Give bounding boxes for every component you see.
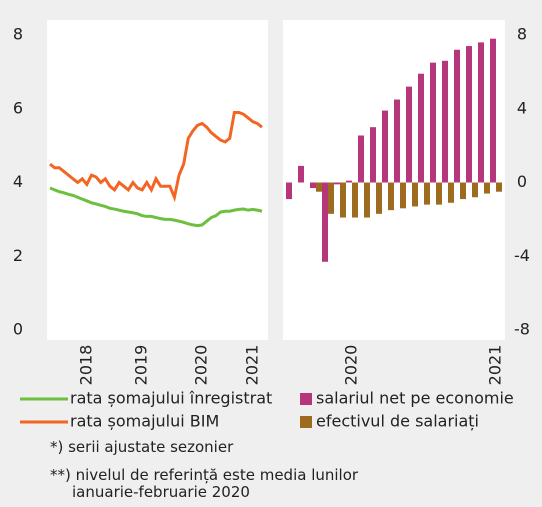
legend-swatch xyxy=(300,416,312,428)
line xyxy=(49,186,263,228)
x-tick-label: 2019 xyxy=(132,345,151,386)
bar xyxy=(436,182,442,205)
bar xyxy=(418,73,424,183)
bar xyxy=(298,165,304,183)
bar xyxy=(394,99,400,183)
bar xyxy=(322,182,328,262)
bar xyxy=(328,182,334,214)
bar xyxy=(370,127,376,183)
legend-label: rata șomajului înregistrat xyxy=(70,389,272,408)
x-tick-label: 2021 xyxy=(486,345,505,386)
bar xyxy=(334,182,340,185)
y-tick-label: -8 xyxy=(514,320,530,339)
bar xyxy=(286,182,292,200)
y-tick-label: 0 xyxy=(517,172,527,191)
y-tick-label: -4 xyxy=(514,246,530,265)
y-tick-label: 6 xyxy=(13,98,23,117)
bar xyxy=(430,62,436,183)
bar xyxy=(478,42,484,183)
bar xyxy=(358,135,364,183)
bar xyxy=(310,182,316,189)
bar xyxy=(496,182,502,192)
bar xyxy=(346,180,352,183)
legend-label: salariul net pe economie xyxy=(316,389,514,408)
bar xyxy=(316,182,322,192)
bar xyxy=(364,182,370,218)
bar xyxy=(400,182,406,209)
bar xyxy=(472,182,478,198)
y-tick-label: 4 xyxy=(13,172,23,191)
bar xyxy=(442,60,448,183)
bar xyxy=(340,182,346,218)
y-tick-label: 8 xyxy=(13,25,23,44)
legend-label: efectivul de salariați xyxy=(316,412,479,431)
bar xyxy=(460,182,466,200)
y-tick-label: 8 xyxy=(517,25,527,44)
y-tick-label: 0 xyxy=(13,320,23,339)
bar xyxy=(484,182,490,194)
bar xyxy=(376,182,382,214)
bar xyxy=(388,182,394,211)
x-tick-label: 2020 xyxy=(192,345,211,386)
bar xyxy=(406,86,412,183)
bar xyxy=(352,182,358,218)
note: *) serii ajustate sezonier xyxy=(50,438,234,456)
bar xyxy=(466,46,472,183)
note: **) nivelul de referință este media luni… xyxy=(50,466,359,501)
bar xyxy=(424,182,430,205)
bar xyxy=(382,110,388,183)
line xyxy=(49,110,263,203)
bar xyxy=(448,182,454,203)
y-tick-label: 2 xyxy=(13,246,23,265)
y-tick-label: 4 xyxy=(517,98,527,117)
bar xyxy=(454,49,460,183)
x-tick-label: 2020 xyxy=(342,345,361,386)
legend-label: rata șomajului BIM xyxy=(70,412,219,431)
x-tick-label: 2018 xyxy=(76,345,95,386)
x-tick-label: 2021 xyxy=(242,345,261,386)
bar xyxy=(412,182,418,207)
bar xyxy=(490,38,496,183)
legend-swatch xyxy=(300,393,312,405)
